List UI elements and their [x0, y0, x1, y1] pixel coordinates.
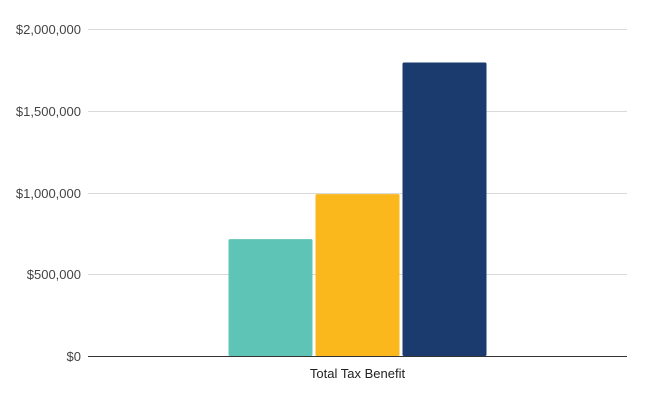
y-tick-label-3: $1,500,000 [16, 104, 81, 119]
y-tick-label-2: $1,000,000 [16, 186, 81, 201]
x-category-label-0: Total Tax Benefit [310, 366, 406, 381]
bar-series-3-0 [402, 62, 487, 357]
y-tick-label-0: $0 [67, 349, 81, 364]
bar-series-2-0 [315, 194, 400, 356]
y-axis-tick-labels: $0 $500,000 $1,000,000 $1,500,000 $2,000,000 [16, 22, 81, 364]
y-tick-label-4: $2,000,000 [16, 22, 81, 37]
bar-series-1-0 [228, 239, 313, 356]
x-axis-category-labels: Total Tax Benefit [310, 366, 406, 381]
grid-layer [88, 29, 627, 357]
y-tick-label-1: $500,000 [27, 267, 81, 282]
bars-layer [228, 62, 487, 357]
